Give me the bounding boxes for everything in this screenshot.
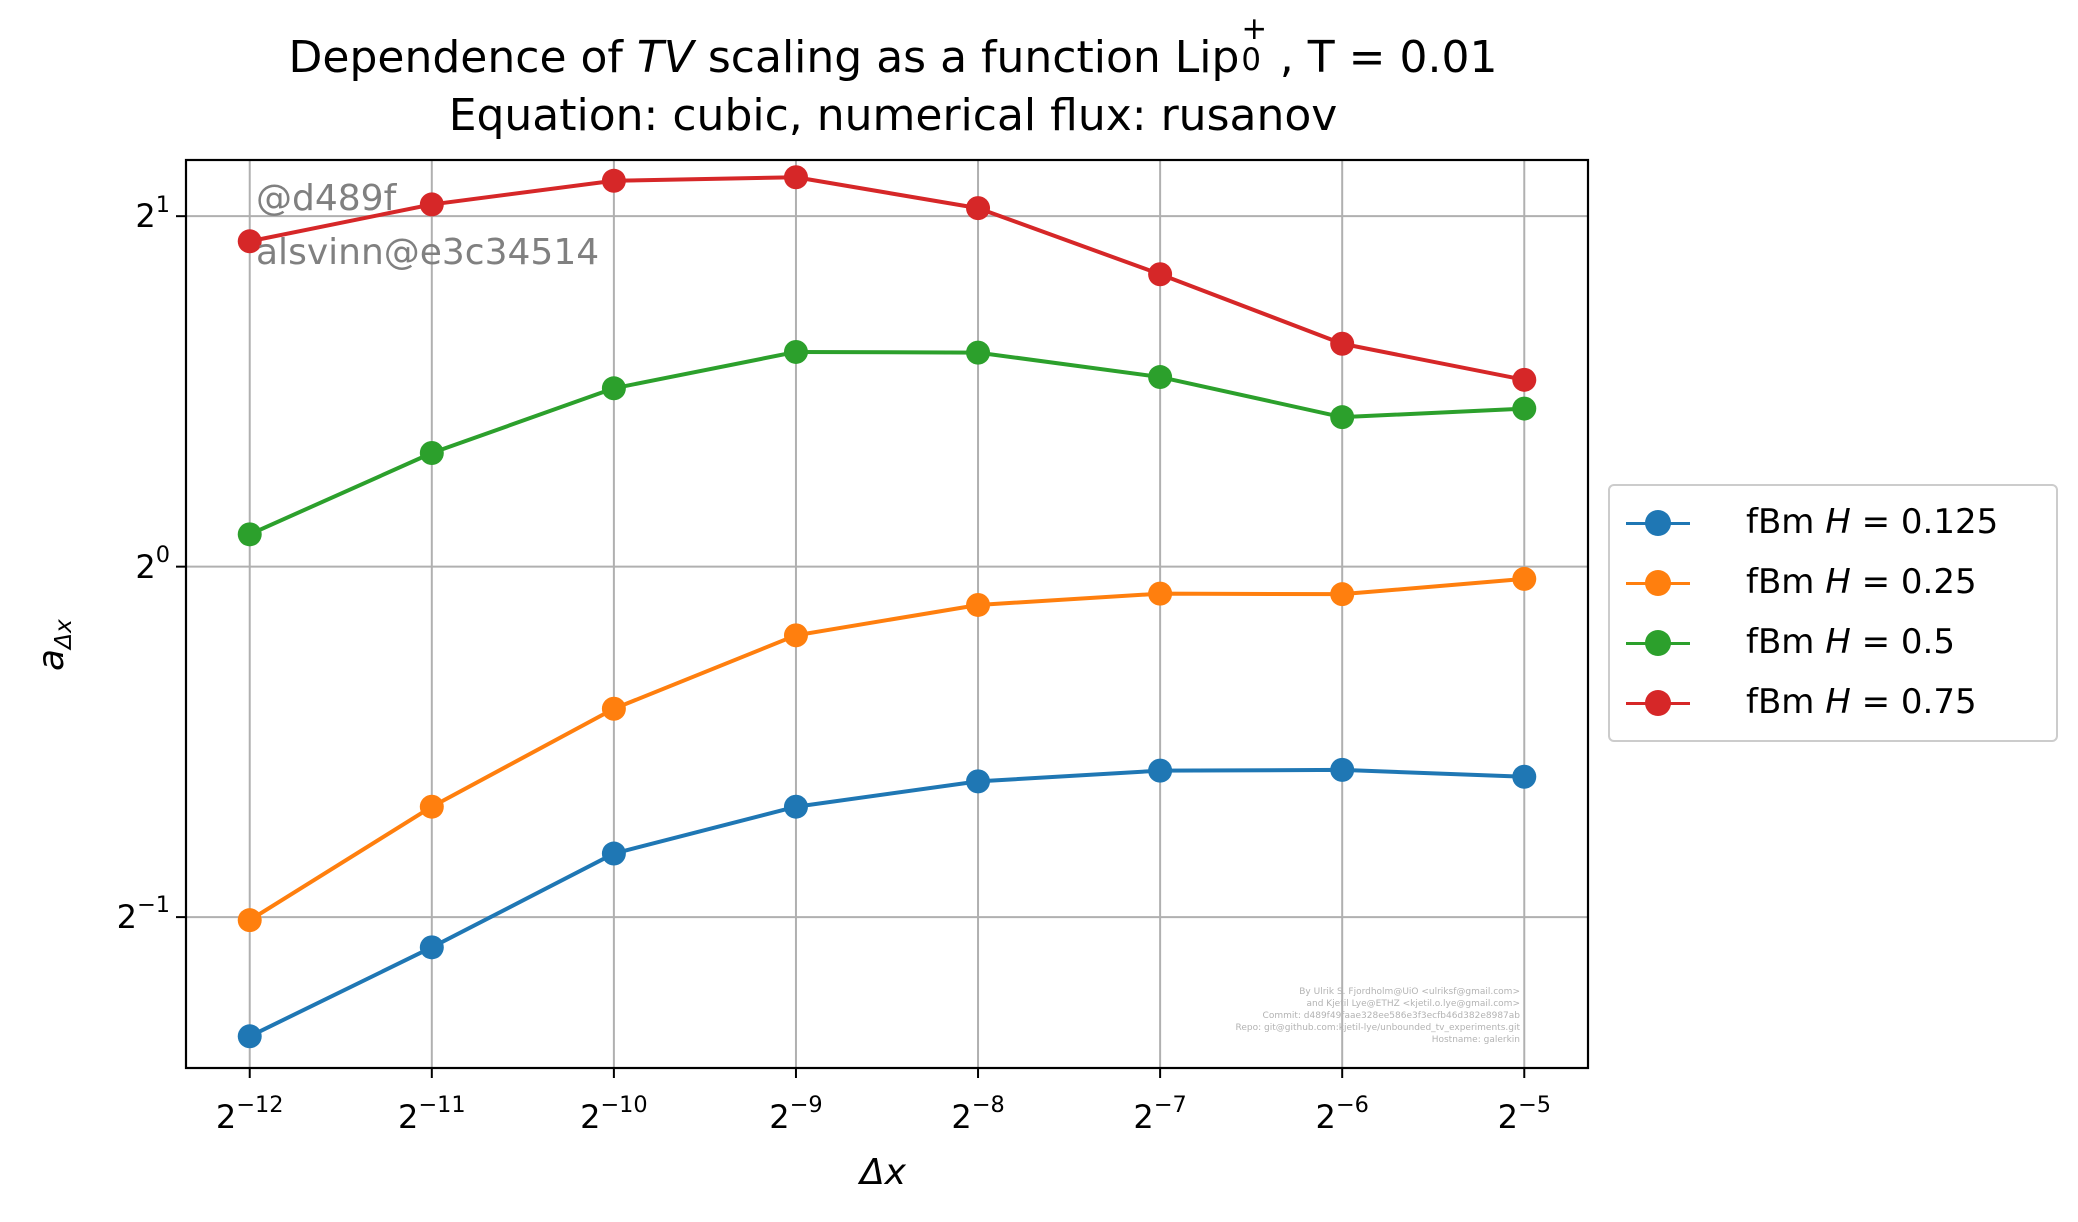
x-axis-label: Δx (860, 1152, 906, 1193)
x-tick-label: 2−10 (580, 1092, 648, 1136)
data-point (601, 376, 626, 401)
data-point (783, 794, 808, 819)
data-point (1330, 331, 1355, 356)
legend-label: fBm H = 0.75 (1746, 682, 1977, 722)
data-point (1512, 396, 1537, 421)
x-tick-label: 2−11 (397, 1092, 466, 1136)
data-point (601, 168, 626, 193)
data-point (1330, 757, 1355, 782)
data-point (1148, 581, 1173, 606)
watermark-host: alsvinn@e3c34514 (256, 232, 600, 273)
x-tick-label: 2−5 (1497, 1092, 1551, 1136)
data-point (1512, 764, 1537, 789)
data-point (783, 165, 808, 190)
credits-block: By Ulrik S. Fjordholm@UiO <ulriksf@gmail… (1000, 986, 1520, 1046)
x-tick-label: 2−8 (951, 1092, 1005, 1136)
legend-label: fBm H = 0.25 (1746, 562, 1977, 602)
legend-swatch-marker (1645, 570, 1671, 596)
data-point (601, 696, 626, 721)
data-point (237, 522, 262, 547)
legend-label: fBm H = 0.125 (1746, 502, 1999, 542)
legend-swatch-marker (1645, 510, 1671, 536)
data-point (1148, 262, 1173, 287)
legend-swatch-marker (1645, 690, 1671, 716)
series-line (248, 767, 1525, 1039)
credits-line: By Ulrik S. Fjordholm@UiO <ulriksf@gmail… (1299, 987, 1520, 997)
grid-lines (186, 160, 1588, 1068)
plot-frame (184, 158, 1590, 1070)
data-point (1512, 566, 1537, 591)
y-axis-label: aΔx (30, 619, 78, 672)
data-point (1512, 367, 1537, 392)
series-group (237, 165, 1537, 1049)
series-line (249, 175, 1525, 382)
data-point (237, 1024, 262, 1049)
legend-swatch-marker (1645, 630, 1671, 656)
y-tick-label: 20 (135, 541, 170, 586)
data-point (966, 769, 991, 794)
legend-label: fBm H = 0.5 (1746, 622, 1955, 662)
legend-item: fBm H = 0.5 (1610, 618, 2056, 668)
tick-marks (176, 215, 1526, 1078)
data-point (783, 623, 808, 648)
data-point (419, 935, 444, 960)
data-point (419, 192, 444, 217)
credits-line: Repo: git@github.com:kjetil-lye/unbounde… (1235, 1023, 1520, 1033)
data-point (419, 794, 444, 819)
data-point (1330, 582, 1355, 607)
x-tick-label: 2−12 (215, 1092, 284, 1136)
data-point (237, 229, 262, 254)
credits-line: Hostname: galerkin (1431, 1035, 1520, 1045)
watermark-hash: @d489f (256, 178, 397, 219)
data-point (1148, 758, 1173, 783)
chart-title-line1: Dependence of TV scaling as a function L… (288, 11, 1498, 83)
y-tick-label: 21 (135, 191, 170, 236)
data-point (601, 841, 626, 866)
data-point (1148, 365, 1173, 390)
y-tick-label: 2−1 (116, 892, 170, 937)
credits-line: and Kjetil Lye@ETHZ <kjetil.o.lye@gmail.… (1306, 999, 1520, 1009)
x-tick-label: 2−7 (1133, 1092, 1187, 1136)
legend-item: fBm H = 0.125 (1610, 498, 2056, 548)
credits-line: Commit: d489f49faae328ee586e3f3ecfb46d38… (1262, 1011, 1520, 1021)
series-line (248, 576, 1525, 922)
series-line (248, 349, 1525, 537)
data-point (966, 196, 991, 221)
legend-item: fBm H = 0.25 (1610, 558, 2056, 608)
data-point (966, 592, 991, 617)
x-tick-label: 2−9 (769, 1092, 823, 1136)
data-point (419, 441, 444, 466)
data-point (237, 908, 262, 933)
data-point (783, 339, 808, 364)
chart-title-line2: Equation: cubic, numerical flux: rusanov (448, 90, 1338, 141)
x-tick-label: 2−6 (1315, 1092, 1369, 1136)
legend-item: fBm H = 0.75 (1610, 678, 2056, 728)
legend: fBm H = 0.125 fBm H = 0.25 fBm H = 0.5 fBm … (1608, 484, 2058, 742)
data-point (966, 340, 991, 365)
data-point (1330, 405, 1355, 430)
